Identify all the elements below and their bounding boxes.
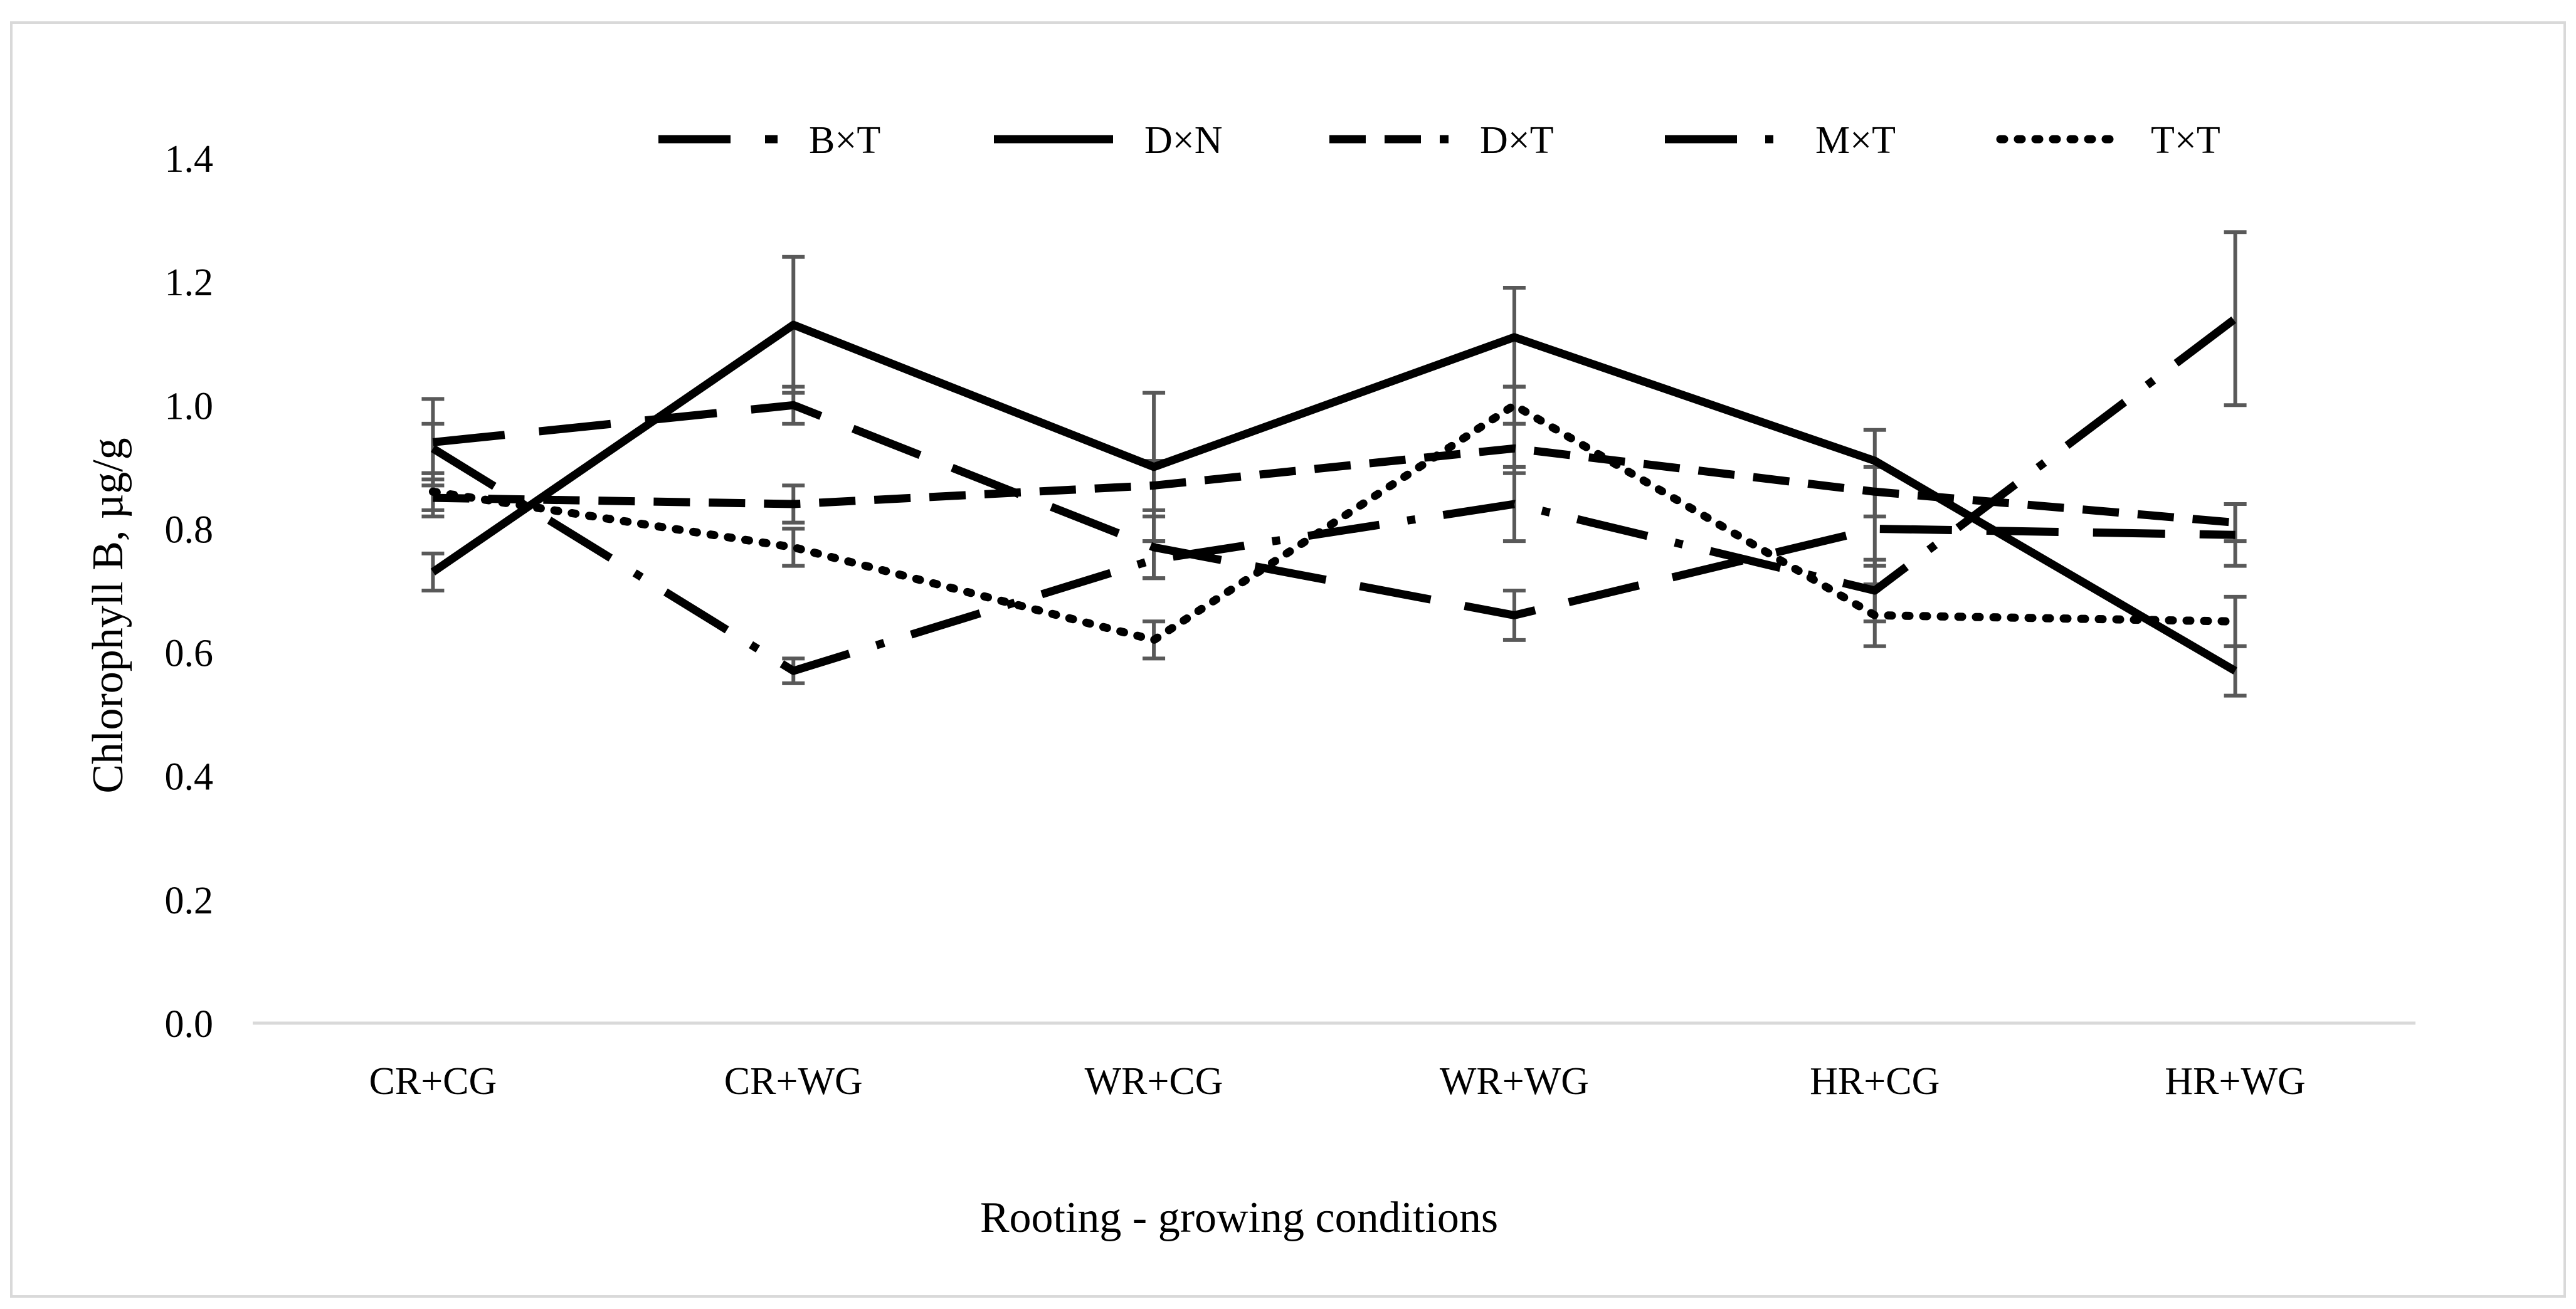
x-axis-title: Rooting - growing conditions	[980, 1194, 1498, 1242]
legend-item: B×T	[658, 119, 880, 162]
error-bar	[2224, 594, 2247, 648]
legend-label: T×T	[2151, 119, 2220, 162]
legend-label: B×T	[809, 119, 880, 162]
y-axis-title: Chlorophyll B, µg/g	[84, 438, 132, 793]
series-line-long-dash	[432, 401, 2236, 619]
y-tick-labels: 0.0 0.2 0.4 0.6 0.8 1.0 1.2 1.4	[165, 138, 214, 1046]
y-tick-label: 0.4	[165, 756, 214, 799]
x-tick-label: WR+WG	[1440, 1060, 1589, 1103]
x-tick-label: WR+CG	[1085, 1060, 1223, 1103]
error-bar	[2224, 230, 2247, 407]
legend-item: M×T	[1665, 119, 1896, 162]
y-tick-label: 1.2	[165, 261, 214, 304]
chart-border	[10, 21, 2566, 1298]
legend-label: D×T	[1480, 119, 1554, 162]
legend: B×T D×N D×T M×T T×T	[658, 119, 2220, 162]
legend-label: M×T	[1815, 119, 1896, 162]
series-line-dotted	[428, 401, 2240, 644]
y-tick-label: 0.0	[165, 1003, 214, 1046]
legend-item: D×T	[1329, 119, 1554, 162]
series-line-dash	[433, 444, 2236, 527]
y-tick-label: 0.2	[165, 880, 214, 922]
y-tick-label: 1.0	[165, 385, 214, 428]
legend-item: T×T	[1996, 119, 2220, 162]
x-tick-label: HR+WG	[2165, 1060, 2305, 1103]
x-tick-label: CR+WG	[724, 1060, 863, 1103]
y-tick-label: 1.4	[165, 138, 214, 181]
error-bar	[2224, 502, 2247, 544]
x-tick-label: HR+CG	[1810, 1060, 1940, 1103]
series-lines	[428, 315, 2240, 675]
series-line-dash-dot	[431, 315, 2238, 675]
x-tick-label: CR+CG	[369, 1060, 497, 1103]
y-tick-label: 0.8	[165, 508, 214, 551]
y-tick-label: 0.6	[165, 633, 214, 675]
error-bar	[1502, 384, 1526, 426]
x-tick-labels: CR+CG CR+WG WR+CG WR+WG HR+CG HR+WG	[369, 1060, 2306, 1103]
legend-label: D×N	[1144, 119, 1223, 162]
legend-item: D×N	[994, 119, 1223, 162]
